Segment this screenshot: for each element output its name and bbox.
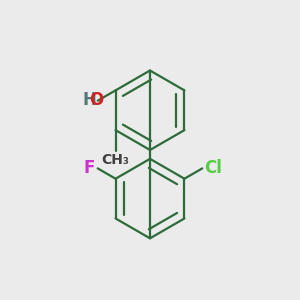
Text: F: F	[84, 159, 95, 177]
Text: O: O	[89, 91, 103, 109]
Text: CH₃: CH₃	[102, 152, 130, 167]
Text: H: H	[83, 91, 97, 109]
Text: Cl: Cl	[204, 159, 222, 177]
